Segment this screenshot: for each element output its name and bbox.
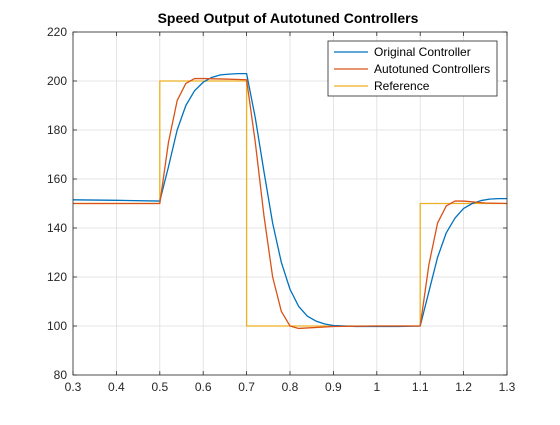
x-tick-label: 0.6 <box>195 380 212 394</box>
legend-entry: Original Controller <box>374 45 471 59</box>
legend: Original Controller Autotuned Controllers… <box>327 40 498 97</box>
legend-entry: Reference <box>374 79 430 93</box>
y-tick-label: 160 <box>47 172 67 186</box>
series-line-original-controller <box>72 73 507 328</box>
x-tick-label: 0.3 <box>65 380 82 394</box>
y-tick-label: 180 <box>47 123 67 137</box>
series-line-autotuned-controllers <box>73 77 508 330</box>
y-tick-label: 100 <box>47 319 67 333</box>
series-line-reference <box>73 80 507 327</box>
x-tick-label: 1.1 <box>412 380 429 394</box>
x-tick-label: 1.2 <box>455 380 472 394</box>
y-tick-label: 80 <box>54 368 68 382</box>
y-tick-label: 120 <box>47 270 67 284</box>
x-tick-label: 1.3 <box>499 380 516 394</box>
legend-entry: Autotuned Controllers <box>374 62 490 76</box>
x-tick-label: 0.4 <box>108 380 125 394</box>
series-layer <box>72 73 508 330</box>
x-tick-label: 1 <box>373 380 380 394</box>
x-tick-label: 0.8 <box>282 380 299 394</box>
x-tick-label: 0.9 <box>325 380 342 394</box>
x-tick-label: 0.5 <box>151 380 168 394</box>
y-tick-label: 220 <box>47 25 67 39</box>
x-tick-label: 0.7 <box>238 380 255 394</box>
chart-title: Speed Output of Autotuned Controllers <box>158 10 419 26</box>
y-tick-label: 140 <box>47 221 67 235</box>
ticks: 0.3 0.4 0.5 0.6 0.7 0.8 0.9 1 1.1 1.2 1.3 80 100 120 1… <box>47 25 516 394</box>
y-tick-label: 200 <box>47 74 67 88</box>
